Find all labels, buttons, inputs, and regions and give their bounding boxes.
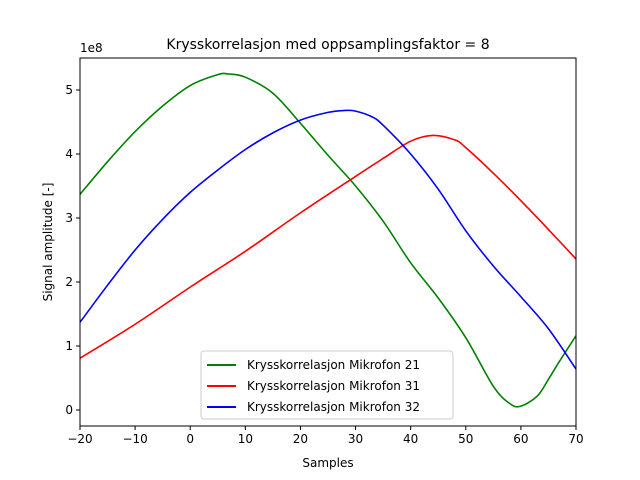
x-tick-label: 60 (513, 432, 528, 446)
legend-entry-mikrofon-21: Krysskorrelasjon Mikrofon 21 (207, 358, 420, 372)
x-axis-label: Samples (302, 456, 353, 470)
y-tick-label: 0 (65, 403, 73, 417)
series-line-mikrofon-32 (80, 109, 576, 370)
y-tick-label: 5 (65, 83, 73, 97)
x-tick-label: 40 (403, 432, 418, 446)
legend-entry-mikrofon-31: Krysskorrelasjon Mikrofon 31 (207, 379, 420, 393)
legend-frame (200, 350, 454, 420)
chart-title: Krysskorrelasjon med oppsamplingsfaktor … (166, 37, 489, 53)
series-line-mikrofon-31 (80, 134, 576, 359)
y-axis: 0 1 2 3 4 5 (65, 83, 80, 417)
legend: Krysskorrelasjon Mikrofon 21 Krysskorrel… (200, 350, 454, 420)
x-tick-label: 0 (186, 432, 194, 446)
y-axis-label: Signal amplitude [-] (41, 183, 55, 302)
y-tick-label: 3 (65, 211, 73, 225)
y-offset-label: 1e8 (80, 41, 103, 55)
series-line-mikrofon-21 (80, 72, 576, 408)
x-tick-label: 70 (568, 432, 583, 446)
y-tick-label: 1 (65, 339, 73, 353)
y-tick-label: 2 (65, 275, 73, 289)
x-axis: −20 −10 0 10 20 30 40 50 60 70 (67, 426, 584, 446)
x-tick-label: 50 (458, 432, 473, 446)
y-tick-label: 4 (65, 147, 73, 161)
x-tick-label: −20 (67, 432, 92, 446)
legend-label-mikrofon-21: Krysskorrelasjon Mikrofon 21 (247, 358, 420, 372)
x-tick-label: 30 (348, 432, 363, 446)
legend-label-mikrofon-32: Krysskorrelasjon Mikrofon 32 (247, 400, 420, 414)
plot-frame (79, 57, 577, 427)
legend-label-mikrofon-31: Krysskorrelasjon Mikrofon 31 (247, 379, 420, 393)
x-tick-label: 10 (238, 432, 253, 446)
series-layer (80, 72, 576, 408)
x-tick-label: −10 (122, 432, 147, 446)
x-tick-label: 20 (293, 432, 308, 446)
legend-entry-mikrofon-32: Krysskorrelasjon Mikrofon 32 (207, 400, 420, 414)
